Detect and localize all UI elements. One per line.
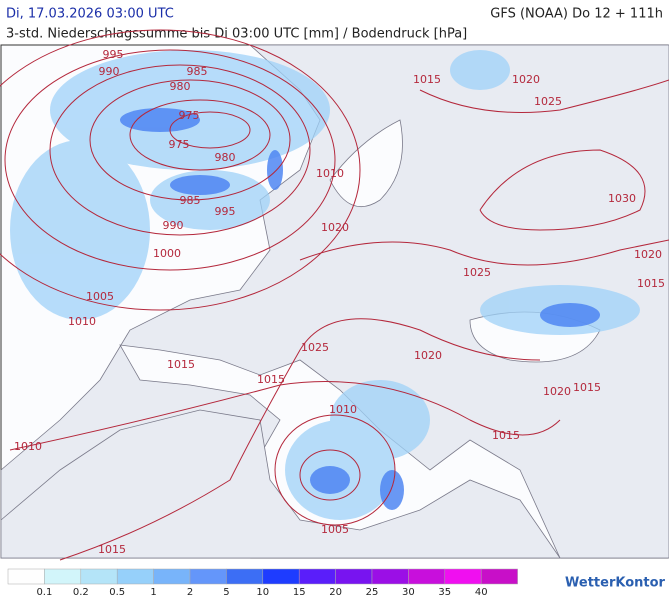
legend-label: 2	[187, 587, 193, 598]
isobar-label: 1015	[492, 429, 520, 442]
legend-swatch	[262, 568, 300, 585]
isobar-label: 980	[215, 151, 236, 164]
map-title: Di, 17.03.2026 03:00 UTC	[6, 7, 174, 22]
isobars	[0, 29, 669, 561]
isobar-label: 1025	[534, 95, 562, 108]
isobar-label: 990	[163, 219, 184, 232]
isobar-label: 1005	[86, 290, 114, 303]
legend-swatch	[298, 568, 336, 585]
logo: WetterKontor	[565, 576, 666, 591]
legend-swatch	[408, 568, 446, 585]
isobar-label: 975	[179, 109, 200, 122]
isobar-label: 985	[187, 65, 208, 78]
legend-label: 1	[150, 587, 156, 598]
isobar-label: 1020	[543, 385, 571, 398]
isobar-label: 1015	[98, 543, 126, 556]
legend-swatch	[44, 568, 82, 585]
isobar-label: 1015	[573, 381, 601, 394]
isobar-label: 1015	[257, 373, 285, 386]
legend-label: 0.5	[109, 587, 125, 598]
isobar-label: 1030	[608, 192, 636, 205]
legend-swatch	[189, 568, 227, 585]
legend-label: 10	[256, 587, 269, 598]
legend-label: 40	[475, 587, 488, 598]
isobar-label: 1020	[512, 73, 540, 86]
legend-label: 0.2	[73, 587, 89, 598]
isobar-label: 1025	[301, 341, 329, 354]
legend-label: 35	[438, 587, 451, 598]
map: 995 990 985 980 975 975 980 985 995 990 1000 1005 10…	[0, 29, 669, 561]
isobar-label: 1010	[329, 403, 357, 416]
legend-swatch	[80, 568, 118, 585]
isobar-labels: 995 990 985 980 975 975 980 985 995 990 1000 1005 10…	[14, 48, 665, 556]
isobar-label: 990	[99, 65, 120, 78]
legend-label: 0.1	[36, 587, 52, 598]
isobar-label: 1015	[167, 358, 195, 371]
legend-label: 30	[402, 587, 415, 598]
isobar-label: 1015	[413, 73, 441, 86]
legend-label: 5	[223, 587, 229, 598]
isobar-label: 980	[170, 80, 191, 93]
isobar-label: 1000	[153, 247, 181, 260]
legend-swatch	[335, 568, 373, 585]
legend-swatch	[116, 568, 154, 585]
model-info: GFS (NOAA) Do 12 + 111h	[490, 7, 663, 22]
legend-label: 25	[366, 587, 379, 598]
isobar-label: 1005	[321, 523, 349, 536]
isobar-label: 1010	[14, 440, 42, 453]
legend-label: 15	[293, 587, 306, 598]
isobar-label: 1010	[316, 167, 344, 180]
subtitle: 3-std. Niederschlagssumme bis Di 03:00 U…	[6, 27, 467, 42]
legend: 0.1 0.2 0.5 1 2 5 10 15 20 25 30 35 40	[7, 568, 518, 598]
legend-swatch	[371, 568, 409, 585]
legend-swatch	[480, 568, 518, 585]
isobar-label: 975	[169, 138, 190, 151]
isobar-label: 1020	[634, 248, 662, 261]
legend-label: 20	[329, 587, 342, 598]
isobar-label: 1010	[68, 315, 96, 328]
precipitation-heavy	[120, 108, 600, 510]
isobar-label: 1025	[463, 266, 491, 279]
legend-swatch	[226, 568, 264, 585]
baltic-sea	[329, 119, 403, 208]
isobar-label: 1015	[637, 277, 665, 290]
isobar-label: 1020	[321, 221, 349, 234]
isobar-label: 995	[215, 205, 236, 218]
isobar-label: 985	[180, 194, 201, 207]
isobar-label: 1020	[414, 349, 442, 362]
legend-swatch	[444, 568, 482, 585]
isobar-label: 995	[103, 48, 124, 61]
legend-swatch	[153, 568, 191, 585]
legend-swatch	[7, 568, 45, 585]
